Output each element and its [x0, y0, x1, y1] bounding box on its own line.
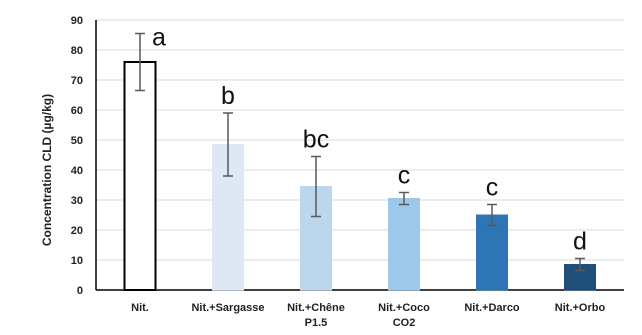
significance-letter: d: [573, 228, 587, 256]
x-tick-label: CO2: [393, 317, 416, 329]
axes: [95, 20, 624, 291]
x-tick-label: Nit.+Orbo: [555, 302, 606, 314]
y-axis-label: Concentration CLD (µg/kg): [40, 94, 54, 246]
error-bars: [135, 32, 585, 272]
y-tick-label: 70: [71, 75, 83, 87]
significance-letter: a: [152, 24, 166, 52]
labels: 0 10 20 30 40 50 60 70 80 90 a Nit. b Nit.+Sargasse bc…: [71, 15, 606, 329]
x-tick-label: P1.5: [305, 317, 328, 329]
x-tick-label: Nit.+Darco: [464, 302, 520, 314]
bars: [123, 61, 596, 291]
gridlines: [96, 19, 624, 261]
y-tick-label: 50: [71, 135, 83, 147]
bar: [388, 198, 420, 291]
y-tick-label: 60: [71, 105, 83, 117]
bar: [123, 61, 157, 291]
y-tick-label: 30: [71, 195, 83, 207]
significance-letter: c: [398, 162, 411, 190]
y-tick-label: 90: [71, 15, 83, 27]
y-tick-label: 10: [71, 255, 83, 267]
x-tick-label: Nit.+Coco: [378, 302, 430, 314]
y-tick-label: 20: [71, 225, 83, 237]
bar: [476, 214, 508, 291]
x-tick-label: Nit.+Sargasse: [191, 302, 264, 314]
y-tick-label: 80: [71, 45, 83, 57]
significance-letter: b: [221, 82, 235, 110]
significance-letter: bc: [303, 126, 329, 154]
significance-letter: c: [486, 174, 499, 202]
x-tick-label: Nit.: [131, 302, 149, 314]
x-tick-label: Nit.+Chêne: [287, 302, 345, 314]
y-tick-label: 0: [77, 285, 83, 297]
y-tick-label: 40: [71, 165, 83, 177]
